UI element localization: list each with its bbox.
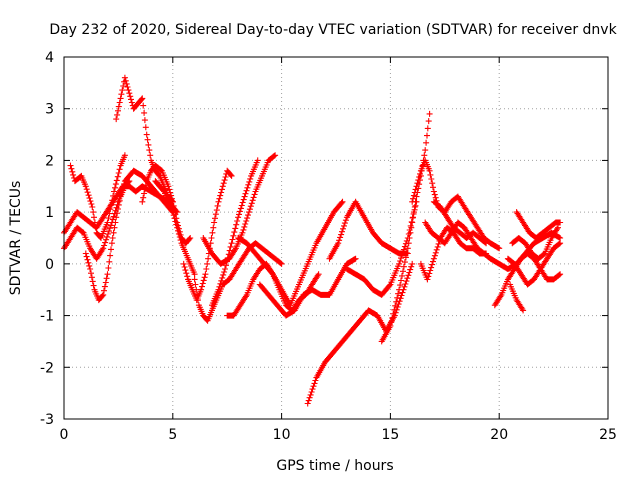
series-arc-13: [235, 198, 346, 309]
y-tick-label: 1: [45, 205, 54, 221]
series-arc-14: [256, 255, 359, 319]
data-point: [507, 281, 527, 314]
x-tick-label: 10: [273, 427, 291, 443]
data-point: [209, 157, 261, 309]
series-arc-08: [180, 167, 235, 304]
series-arc-26: [509, 224, 561, 262]
chart-title: Day 232 of 2020, Sidereal Day-to-day VTE…: [49, 22, 617, 38]
data-point: [417, 224, 490, 283]
series-arc-04: [82, 178, 133, 304]
data-point: [152, 178, 198, 278]
series-arc-03: [67, 152, 128, 241]
series-arc-11: [209, 157, 261, 309]
data-point: [430, 198, 490, 247]
series-arc-24: [504, 240, 564, 288]
series-arc-17: [343, 198, 420, 298]
y-axis-label: SDTVAR / TECUs: [8, 181, 24, 296]
plot-frame: [63, 56, 609, 420]
data-point: [191, 240, 285, 324]
data-point: [180, 167, 235, 304]
x-tick-label: 0: [60, 427, 69, 443]
data-points: [61, 74, 564, 407]
y-tick-label: 2: [45, 153, 54, 169]
x-axis-label: GPS time / hours: [276, 458, 393, 474]
data-point: [256, 255, 359, 319]
series-arc-22: [430, 198, 490, 247]
data-point: [509, 224, 561, 262]
tick-labels: 0 5 10 15 20 25 -3 -2 -1 0 1 2 3 4: [40, 50, 617, 443]
series-arc-25: [513, 209, 564, 241]
series-arc-16: [326, 198, 411, 262]
data-point: [67, 152, 128, 241]
x-tick-label: 15: [381, 427, 399, 443]
data-point: [82, 178, 133, 304]
y-tick-label: -3: [40, 412, 54, 428]
y-tick-label: -2: [40, 360, 54, 376]
y-tick-label: -1: [40, 309, 54, 325]
x-tick-label: 5: [168, 427, 177, 443]
y-tick-label: 4: [45, 50, 54, 66]
series-arc-07: [152, 178, 198, 278]
x-tick-label: 20: [490, 427, 508, 443]
data-point: [343, 198, 420, 298]
series-arc-27: [507, 281, 527, 314]
data-point: [513, 209, 564, 241]
data-point: [504, 240, 564, 288]
y-tick-label: 3: [45, 102, 54, 118]
series-arc-09: [191, 240, 285, 324]
y-tick-label: 0: [45, 257, 54, 273]
data-point: [235, 198, 346, 309]
data-point: [326, 198, 411, 262]
series-arc-20: [417, 224, 490, 283]
x-tick-label: 25: [599, 427, 617, 443]
axis-ticks: [63, 56, 609, 420]
